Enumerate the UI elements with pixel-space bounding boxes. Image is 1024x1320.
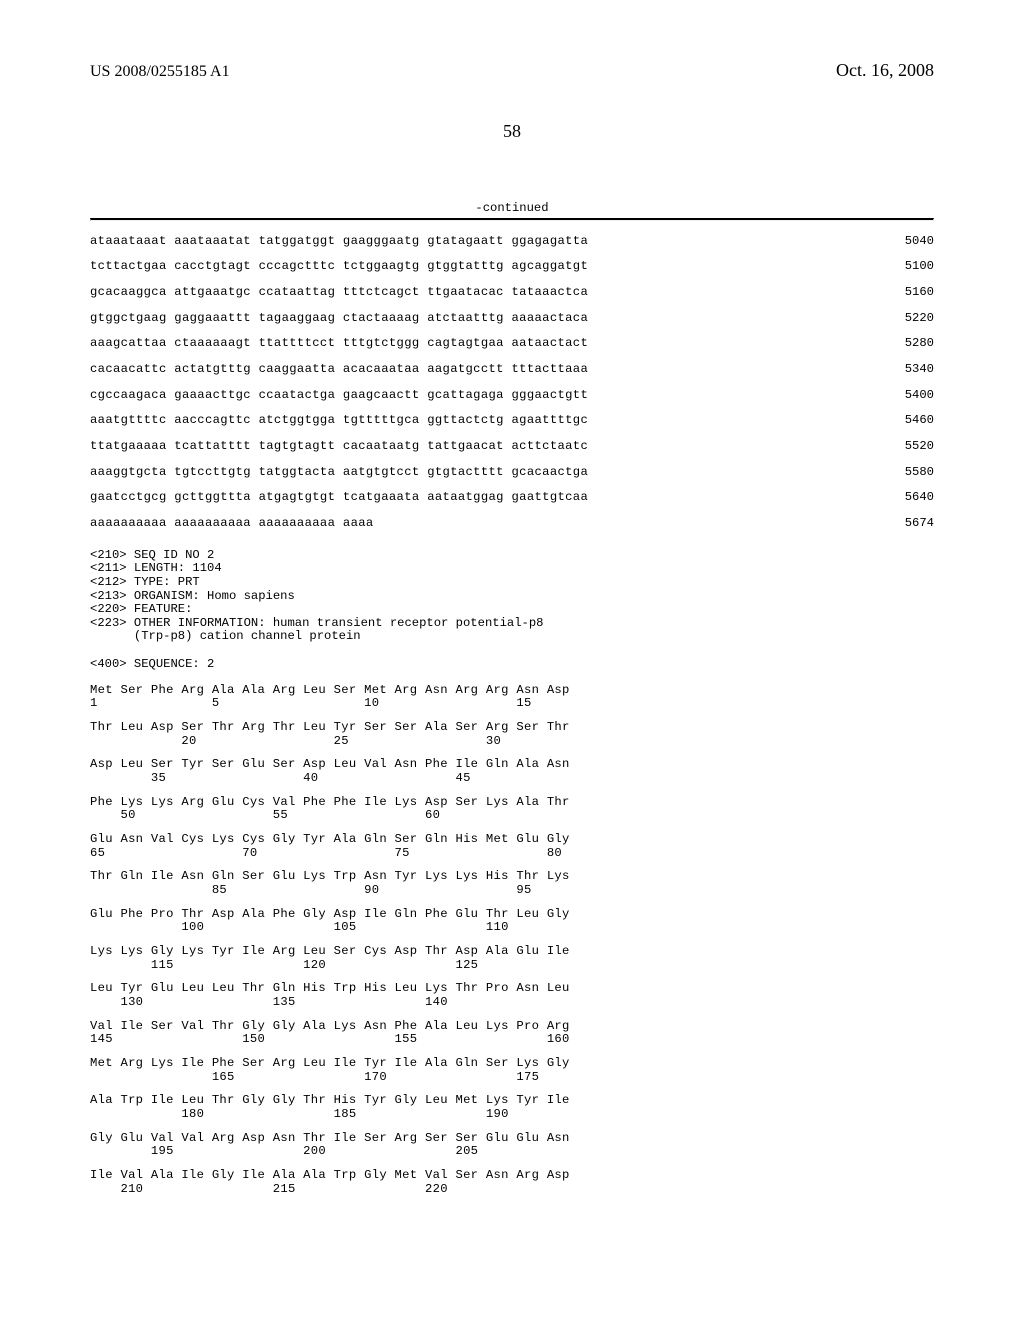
dna-pos: 5100	[884, 260, 934, 274]
protein-row: Gly Glu Val Val Arg Asp Asn Thr Ile Ser …	[90, 1132, 934, 1159]
feature-block: <210> SEQ ID NO 2<211> LENGTH: 1104<212>…	[90, 549, 934, 645]
dna-pos: 5340	[884, 363, 934, 377]
dna-seq: ataaataaat aaataaatat tatggatggt gaaggga…	[90, 235, 588, 249]
protein-num-line: 180 185 190	[90, 1108, 934, 1122]
protein-row: Glu Asn Val Cys Lys Cys Gly Tyr Ala Gln …	[90, 833, 934, 860]
protein-aa-line: Thr Leu Asp Ser Thr Arg Thr Leu Tyr Ser …	[90, 721, 934, 735]
dna-sequence-block: ataaataaat aaataaatat tatggatggt gaaggga…	[90, 235, 934, 531]
protein-row: Glu Phe Pro Thr Asp Ala Phe Gly Asp Ile …	[90, 908, 934, 935]
continued-label: -continued	[90, 202, 934, 216]
dna-seq: cacaacattc actatgtttg caaggaatta acacaaa…	[90, 363, 588, 377]
protein-num-line: 195 200 205	[90, 1145, 934, 1159]
dna-pos: 5160	[884, 286, 934, 300]
protein-row: Leu Tyr Glu Leu Leu Thr Gln His Trp His …	[90, 982, 934, 1009]
page-number: 58	[90, 121, 934, 142]
dna-seq: ttatgaaaaa tcattatttt tagtgtagtt cacaata…	[90, 440, 588, 454]
dna-seq: aaaggtgcta tgtccttgtg tatggtacta aatgtgt…	[90, 466, 588, 480]
protein-aa-line: Asp Leu Ser Tyr Ser Glu Ser Asp Leu Val …	[90, 758, 934, 772]
dna-pos: 5220	[884, 312, 934, 326]
protein-aa-line: Gly Glu Val Val Arg Asp Asn Thr Ile Ser …	[90, 1132, 934, 1146]
protein-num-line: 65 70 75 80	[90, 847, 934, 861]
protein-aa-line: Met Ser Phe Arg Ala Ala Arg Leu Ser Met …	[90, 684, 934, 698]
dna-line: ttatgaaaaa tcattatttt tagtgtagtt cacaata…	[90, 440, 934, 454]
protein-aa-line: Leu Tyr Glu Leu Leu Thr Gln His Trp His …	[90, 982, 934, 996]
protein-row: Thr Gln Ile Asn Gln Ser Glu Lys Trp Asn …	[90, 870, 934, 897]
dna-seq: gaatcctgcg gcttggttta atgagtgtgt tcatgaa…	[90, 491, 588, 505]
feature-line: (Trp-p8) cation channel protein	[90, 630, 934, 644]
protein-row: Met Ser Phe Arg Ala Ala Arg Leu Ser Met …	[90, 684, 934, 711]
dna-line: aaaaaaaaaa aaaaaaaaaa aaaaaaaaaa aaaa 567…	[90, 517, 934, 531]
protein-row: Met Arg Lys Ile Phe Ser Arg Leu Ile Tyr …	[90, 1057, 934, 1084]
dna-line: aaagcattaa ctaaaaaagt ttattttcct tttgtct…	[90, 337, 934, 351]
protein-row: Val Ile Ser Val Thr Gly Gly Ala Lys Asn …	[90, 1020, 934, 1047]
rule-top	[90, 218, 934, 221]
protein-num-line: 20 25 30	[90, 735, 934, 749]
sequence-label: <400> SEQUENCE: 2	[90, 658, 934, 672]
dna-line: gcacaaggca attgaaatgc ccataattag tttctca…	[90, 286, 934, 300]
protein-aa-line: Val Ile Ser Val Thr Gly Gly Ala Lys Asn …	[90, 1020, 934, 1034]
dna-pos: 5520	[884, 440, 934, 454]
feature-line: <211> LENGTH: 1104	[90, 562, 934, 576]
protein-aa-line: Glu Phe Pro Thr Asp Ala Phe Gly Asp Ile …	[90, 908, 934, 922]
protein-num-line: 130 135 140	[90, 996, 934, 1010]
dna-seq: aaatgttttc aacccagttc atctggtgga tgttttt…	[90, 414, 588, 428]
dna-seq: aaagcattaa ctaaaaaagt ttattttcct tttgtct…	[90, 337, 588, 351]
dna-seq: aaaaaaaaaa aaaaaaaaaa aaaaaaaaaa aaaa	[90, 517, 374, 531]
dna-pos: 5280	[884, 337, 934, 351]
dna-line: aaaggtgcta tgtccttgtg tatggtacta aatgtgt…	[90, 466, 934, 480]
dna-line: ataaataaat aaataaatat tatggatggt gaaggga…	[90, 235, 934, 249]
protein-aa-line: Phe Lys Lys Arg Glu Cys Val Phe Phe Ile …	[90, 796, 934, 810]
protein-row: Thr Leu Asp Ser Thr Arg Thr Leu Tyr Ser …	[90, 721, 934, 748]
dna-pos: 5674	[884, 517, 934, 531]
protein-aa-line: Met Arg Lys Ile Phe Ser Arg Leu Ile Tyr …	[90, 1057, 934, 1071]
header-row: US 2008/0255185 A1 Oct. 16, 2008	[90, 60, 934, 81]
protein-num-line: 1 5 10 15	[90, 697, 934, 711]
protein-num-line: 145 150 155 160	[90, 1033, 934, 1047]
feature-line: <210> SEQ ID NO 2	[90, 549, 934, 563]
patent-id: US 2008/0255185 A1	[90, 63, 230, 81]
protein-row: Ile Val Ala Ile Gly Ile Ala Ala Trp Gly …	[90, 1169, 934, 1196]
dna-seq: cgccaagaca gaaaacttgc ccaatactga gaagcaa…	[90, 389, 588, 403]
protein-num-line: 165 170 175	[90, 1071, 934, 1085]
dna-line: gaatcctgcg gcttggttta atgagtgtgt tcatgaa…	[90, 491, 934, 505]
protein-num-line: 85 90 95	[90, 884, 934, 898]
dna-seq: tcttactgaa cacctgtagt cccagctttc tctggaa…	[90, 260, 588, 274]
dna-seq: gtggctgaag gaggaaattt tagaaggaag ctactaa…	[90, 312, 588, 326]
publication-date: Oct. 16, 2008	[836, 60, 934, 81]
dna-pos: 5580	[884, 466, 934, 480]
dna-pos: 5640	[884, 491, 934, 505]
protein-row: Phe Lys Lys Arg Glu Cys Val Phe Phe Ile …	[90, 796, 934, 823]
feature-line: <212> TYPE: PRT	[90, 576, 934, 590]
protein-row: Ala Trp Ile Leu Thr Gly Gly Thr His Tyr …	[90, 1094, 934, 1121]
feature-line: <223> OTHER INFORMATION: human transient…	[90, 617, 934, 631]
protein-row: Asp Leu Ser Tyr Ser Glu Ser Asp Leu Val …	[90, 758, 934, 785]
dna-line: tcttactgaa cacctgtagt cccagctttc tctggaa…	[90, 260, 934, 274]
protein-aa-line: Ile Val Ala Ile Gly Ile Ala Ala Trp Gly …	[90, 1169, 934, 1183]
protein-aa-line: Lys Lys Gly Lys Tyr Ile Arg Leu Ser Cys …	[90, 945, 934, 959]
dna-seq: gcacaaggca attgaaatgc ccataattag tttctca…	[90, 286, 588, 300]
protein-aa-line: Glu Asn Val Cys Lys Cys Gly Tyr Ala Gln …	[90, 833, 934, 847]
dna-line: cacaacattc actatgtttg caaggaatta acacaaa…	[90, 363, 934, 377]
protein-aa-line: Thr Gln Ile Asn Gln Ser Glu Lys Trp Asn …	[90, 870, 934, 884]
protein-num-line: 100 105 110	[90, 921, 934, 935]
dna-pos: 5040	[884, 235, 934, 249]
protein-row: Lys Lys Gly Lys Tyr Ile Arg Leu Ser Cys …	[90, 945, 934, 972]
dna-line: aaatgttttc aacccagttc atctggtgga tgttttt…	[90, 414, 934, 428]
protein-num-line: 35 40 45	[90, 772, 934, 786]
dna-pos: 5460	[884, 414, 934, 428]
protein-sequence-block: Met Ser Phe Arg Ala Ala Arg Leu Ser Met …	[90, 684, 934, 1196]
protein-num-line: 115 120 125	[90, 959, 934, 973]
protein-aa-line: Ala Trp Ile Leu Thr Gly Gly Thr His Tyr …	[90, 1094, 934, 1108]
feature-line: <213> ORGANISM: Homo sapiens	[90, 590, 934, 604]
protein-num-line: 210 215 220	[90, 1183, 934, 1197]
dna-pos: 5400	[884, 389, 934, 403]
dna-line: gtggctgaag gaggaaattt tagaaggaag ctactaa…	[90, 312, 934, 326]
feature-line: <220> FEATURE:	[90, 603, 934, 617]
protein-num-line: 50 55 60	[90, 809, 934, 823]
dna-line: cgccaagaca gaaaacttgc ccaatactga gaagcaa…	[90, 389, 934, 403]
